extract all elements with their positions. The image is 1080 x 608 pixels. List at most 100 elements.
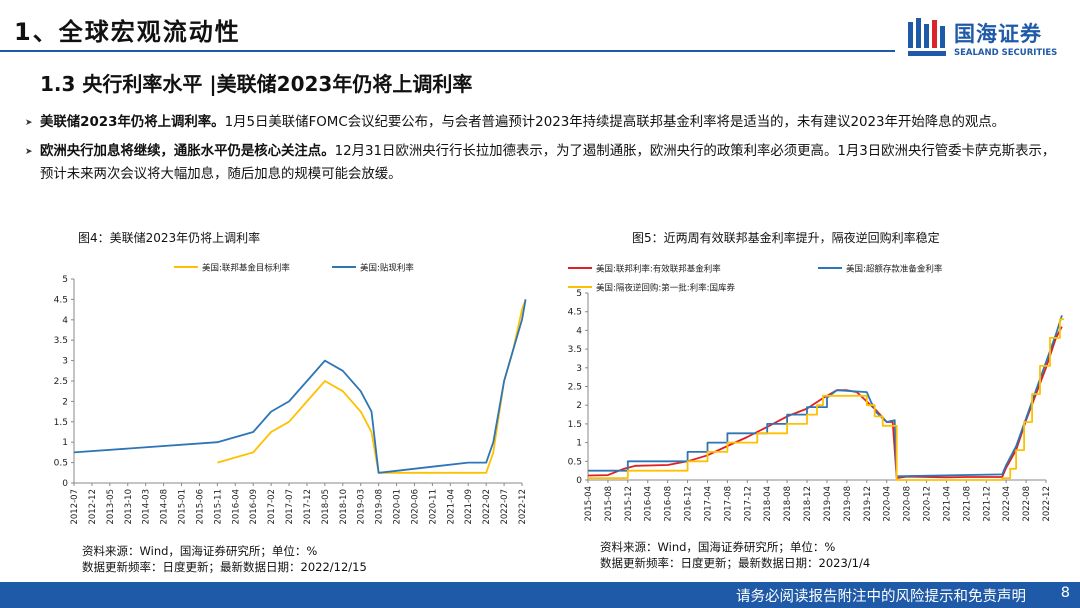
x-tick-label: 2019-08 [375, 489, 385, 525]
x-tick-label: 2020-12 [923, 486, 933, 522]
x-tick-label: 2022-12 [518, 489, 528, 525]
x-tick-label: 2017-04 [703, 486, 713, 522]
bullet-item: ➤ 欧洲央行加息将继续，通胀水平仍是核心关注点。12月31日欧洲央行行长拉加德表… [22, 140, 1067, 186]
x-tick-label: 2016-04 [231, 489, 241, 525]
x-tick-label: 2020-11 [428, 489, 438, 525]
x-tick-label: 2017-07 [285, 489, 295, 525]
page-header-title: 1、全球宏观流动性 [14, 18, 241, 46]
x-tick-label: 2020-08 [903, 486, 913, 522]
x-tick-label: 2021-04 [446, 489, 456, 525]
logo-en-name: SEALAND SECURITIES [954, 48, 1058, 58]
legend-label: 美国:贴现利率 [360, 263, 414, 274]
bullet-text: 1月5日美联储FOMC会议纪要公布，与会者普遍预计2023年持续提高联邦基金利率… [224, 115, 1006, 130]
x-tick-label: 2022-07 [500, 489, 510, 525]
y-tick-label: 3 [62, 357, 68, 367]
x-tick-label: 2022-12 [1042, 486, 1052, 522]
bullet-item: ➤ 美联储2023年仍将上调利率。1月5日美联储FOMC会议纪要公布，与会者普遍… [22, 111, 1067, 134]
legend-label: 美国:联邦基金目标利率 [202, 263, 290, 274]
series-line-0 [217, 299, 527, 474]
x-tick-label: 2021-09 [464, 489, 474, 525]
bullet-bold: 欧洲央行加息将继续，通胀水平仍是核心关注点。 [40, 144, 335, 159]
sealand-logo-icon [908, 18, 946, 56]
x-tick-label: 2014-03 [142, 489, 152, 525]
legend-label: 美国:联邦利率:有效联邦基金利率 [596, 264, 721, 275]
y-tick-label: 0.5 [54, 459, 68, 469]
chart1-source: 资料来源：Wind，国海证券研究所；单位：% 数据更新频率：日度更新；最新数据日… [82, 543, 367, 575]
y-tick-label: 2 [576, 401, 582, 411]
y-tick-label: 2.5 [568, 383, 582, 393]
x-tick-label: 2021-04 [942, 486, 952, 522]
y-tick-label: 4.5 [568, 308, 582, 318]
x-tick-label: 2019-03 [357, 489, 367, 525]
x-tick-label: 2020-01 [393, 489, 403, 525]
x-tick-label: 2014-08 [160, 489, 170, 525]
footer-bar: 请务必阅读报告附注中的风险提示和免责声明 8 [0, 582, 1080, 608]
x-tick-label: 2022-08 [1022, 486, 1032, 522]
y-tick-label: 4 [62, 316, 68, 326]
bullet-text: 12月31日欧洲央行行长拉加德表示，为了遏制通胀，欧洲央行的政策利率必须更高。1… [40, 144, 1056, 182]
x-tick-label: 2017-12 [303, 489, 313, 525]
y-tick-label: 4.5 [54, 295, 68, 305]
x-tick-label: 2015-01 [178, 489, 188, 525]
y-tick-label: 1 [62, 438, 68, 448]
x-tick-label: 2016-04 [644, 486, 654, 522]
chart1-svg: 0 0.5 1 1.5 2 2.5 3 3.5 4 4.5 5 2012-07 2012-12 2013-… [54, 263, 528, 525]
x-tick-label: 2017-02 [267, 489, 277, 525]
y-tick-label: 4 [576, 326, 582, 336]
chart2-source: 资料来源：Wind，国海证券研究所；单位：% 数据更新频率：日度更新；最新数据日… [600, 539, 870, 571]
chart1-source-line: 资料来源：Wind，国海证券研究所；单位：% [82, 544, 318, 558]
y-tick-label: 0 [62, 479, 68, 489]
x-tick-label: 2012-07 [70, 489, 80, 525]
y-tick-label: 0 [576, 476, 582, 486]
x-tick-label: 2018-05 [321, 489, 331, 525]
x-tick-label: 2017-08 [723, 486, 733, 522]
y-tick-label: 1.5 [568, 420, 582, 430]
x-tick-label: 2013-05 [106, 489, 116, 525]
chart1-update-line: 数据更新频率：日度更新；最新数据日期：2022/12/15 [82, 560, 367, 574]
x-tick-label: 2015-11 [213, 489, 223, 525]
logo-cn-name: 国海证券 [954, 22, 1042, 46]
y-tick-label: 1 [576, 439, 582, 449]
series-line-1 [588, 315, 1063, 478]
x-tick-label: 2013-10 [124, 489, 134, 525]
x-tick-label: 2018-12 [803, 486, 813, 522]
y-tick-label: 3 [576, 364, 582, 374]
y-tick-label: 1.5 [54, 418, 68, 428]
bullet-arrow-icon: ➤ [25, 118, 33, 128]
bullet-bold: 美联储2023年仍将上调利率。 [40, 115, 225, 130]
x-tick-label: 2020-04 [883, 486, 893, 522]
page-number: 8 [1060, 585, 1070, 601]
x-tick-label: 2015-04 [584, 486, 594, 522]
chart2-title: 图5：近两周有效联邦基金利率提升，隔夜逆回购利率稳定 [632, 231, 940, 245]
y-tick-label: 2.5 [54, 377, 68, 387]
x-tick-label: 2022-04 [1002, 486, 1012, 522]
x-tick-label: 2016-08 [664, 486, 674, 522]
x-tick-label: 2019-12 [863, 486, 873, 522]
x-tick-label: 2019-08 [843, 486, 853, 522]
x-tick-label: 2018-04 [763, 486, 773, 522]
x-tick-label: 2015-12 [624, 486, 634, 522]
bullet-arrow-icon: ➤ [25, 147, 33, 157]
chart1-title: 图4：美联储2023年仍将上调利率 [78, 231, 261, 245]
section-title: 1.3 央行利率水平 |美联储2023年仍将上调利率 [40, 72, 473, 96]
legend-label: 美国:隔夜逆回购:第一批:利率:国库券 [596, 283, 735, 294]
y-tick-label: 3.5 [54, 336, 68, 346]
chart2-source-line: 资料来源：Wind，国海证券研究所；单位：% [600, 540, 836, 554]
series-line-1 [73, 299, 527, 474]
y-tick-label: 5 [62, 275, 68, 285]
x-tick-label: 2018-08 [783, 486, 793, 522]
header-divider [0, 50, 895, 52]
x-tick-label: 2015-06 [195, 489, 205, 525]
x-tick-label: 2019-04 [823, 486, 833, 522]
y-tick-label: 5 [576, 289, 582, 299]
series-line-0 [587, 326, 1063, 479]
series-line-2 [588, 318, 1064, 481]
y-tick-label: 0.5 [568, 457, 582, 467]
x-tick-label: 2016-09 [249, 489, 259, 525]
footer-disclaimer: 请务必阅读报告附注中的风险提示和免责声明 [736, 589, 1026, 605]
x-tick-label: 2018-10 [339, 489, 349, 525]
x-tick-label: 2021-12 [982, 486, 992, 522]
x-tick-label: 2016-12 [684, 486, 694, 522]
bullet-list: ➤ 美联储2023年仍将上调利率。1月5日美联储FOMC会议纪要公布，与会者普遍… [22, 111, 1067, 192]
y-tick-label: 3.5 [568, 345, 582, 355]
